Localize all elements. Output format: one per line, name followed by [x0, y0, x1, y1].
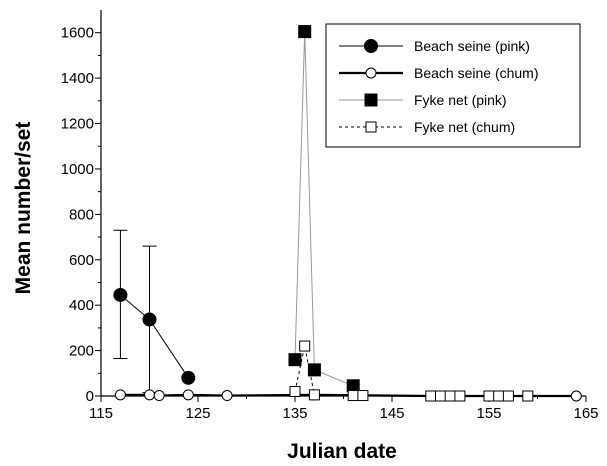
- y-tick-label: 800: [69, 206, 94, 223]
- legend: Beach seine (pink) Beach seine (chum) Fyke…: [325, 23, 581, 148]
- x-axis-title: Julian date: [287, 440, 397, 463]
- data-point-series-2: [570, 390, 582, 402]
- data-point-series-4: [347, 390, 359, 402]
- y-tick-label: 600: [69, 252, 94, 269]
- y-axis-title: Mean number/set: [12, 122, 35, 295]
- data-point-series-4: [435, 390, 446, 402]
- data-point-series-2: [153, 390, 165, 402]
- data-point-series-1: [142, 312, 157, 327]
- data-point-series-3: [346, 379, 360, 393]
- legend-swatch-marker: [364, 39, 378, 53]
- x-tick-label: 115: [89, 405, 113, 422]
- error-bars: [113, 229, 157, 394]
- ticks: 0 200 400 600 800 1000 1200 1400 1600 115 125 135 14…: [61, 25, 599, 422]
- x-tick-label: 165: [573, 405, 598, 422]
- series-points: [113, 25, 582, 402]
- data-point-series-4: [454, 390, 466, 402]
- data-point-series-3: [307, 363, 321, 377]
- series-line-4: [294, 345, 528, 397]
- y-tick-label: 1400: [61, 70, 94, 87]
- data-point-series-4: [425, 390, 437, 402]
- x-tick-label: 135: [282, 405, 307, 422]
- legend-label: Beach seine (chum): [414, 65, 539, 81]
- data-point-series-2: [221, 390, 233, 402]
- legend-label: Beach seine (pink): [414, 38, 530, 54]
- y-tick-label: 200: [69, 343, 94, 360]
- x-tick-label: 155: [476, 405, 501, 422]
- legend-swatch-marker: [364, 93, 378, 107]
- y-tick-label: 0: [86, 388, 94, 405]
- data-point-series-4: [483, 390, 495, 402]
- data-point-series-4: [308, 389, 320, 401]
- legend-swatch-marker: [365, 67, 377, 79]
- data-point-series-1: [181, 370, 196, 385]
- data-point-series-4: [493, 390, 505, 402]
- x-tick-label: 145: [379, 405, 404, 422]
- data-point-series-3: [288, 353, 302, 367]
- x-tick-label: 125: [185, 405, 210, 422]
- data-point-series-2: [144, 389, 155, 401]
- y-tick-label: 1600: [61, 25, 94, 42]
- data-point-series-4: [357, 390, 369, 402]
- data-point-series-1: [113, 287, 128, 302]
- y-tick-label: 1000: [61, 161, 94, 178]
- series-line-3: [294, 31, 354, 387]
- y-tick-label: 400: [69, 297, 94, 314]
- data-point-series-2: [114, 389, 126, 401]
- y-tick-label: 1200: [61, 116, 94, 133]
- data-point-series-4: [289, 385, 301, 397]
- data-point-series-4: [502, 390, 514, 402]
- legend-label: Fyke net (chum): [414, 119, 515, 135]
- data-point-series-4: [444, 390, 456, 402]
- legend-label: Fyke net (pink): [414, 92, 507, 108]
- data-point-series-4: [522, 390, 534, 402]
- data-point-series-4: [299, 340, 311, 352]
- data-point-series-2: [182, 389, 194, 401]
- data-point-series-3: [298, 25, 312, 39]
- series-line-1: [120, 294, 189, 379]
- legend-swatch-marker: [365, 121, 377, 133]
